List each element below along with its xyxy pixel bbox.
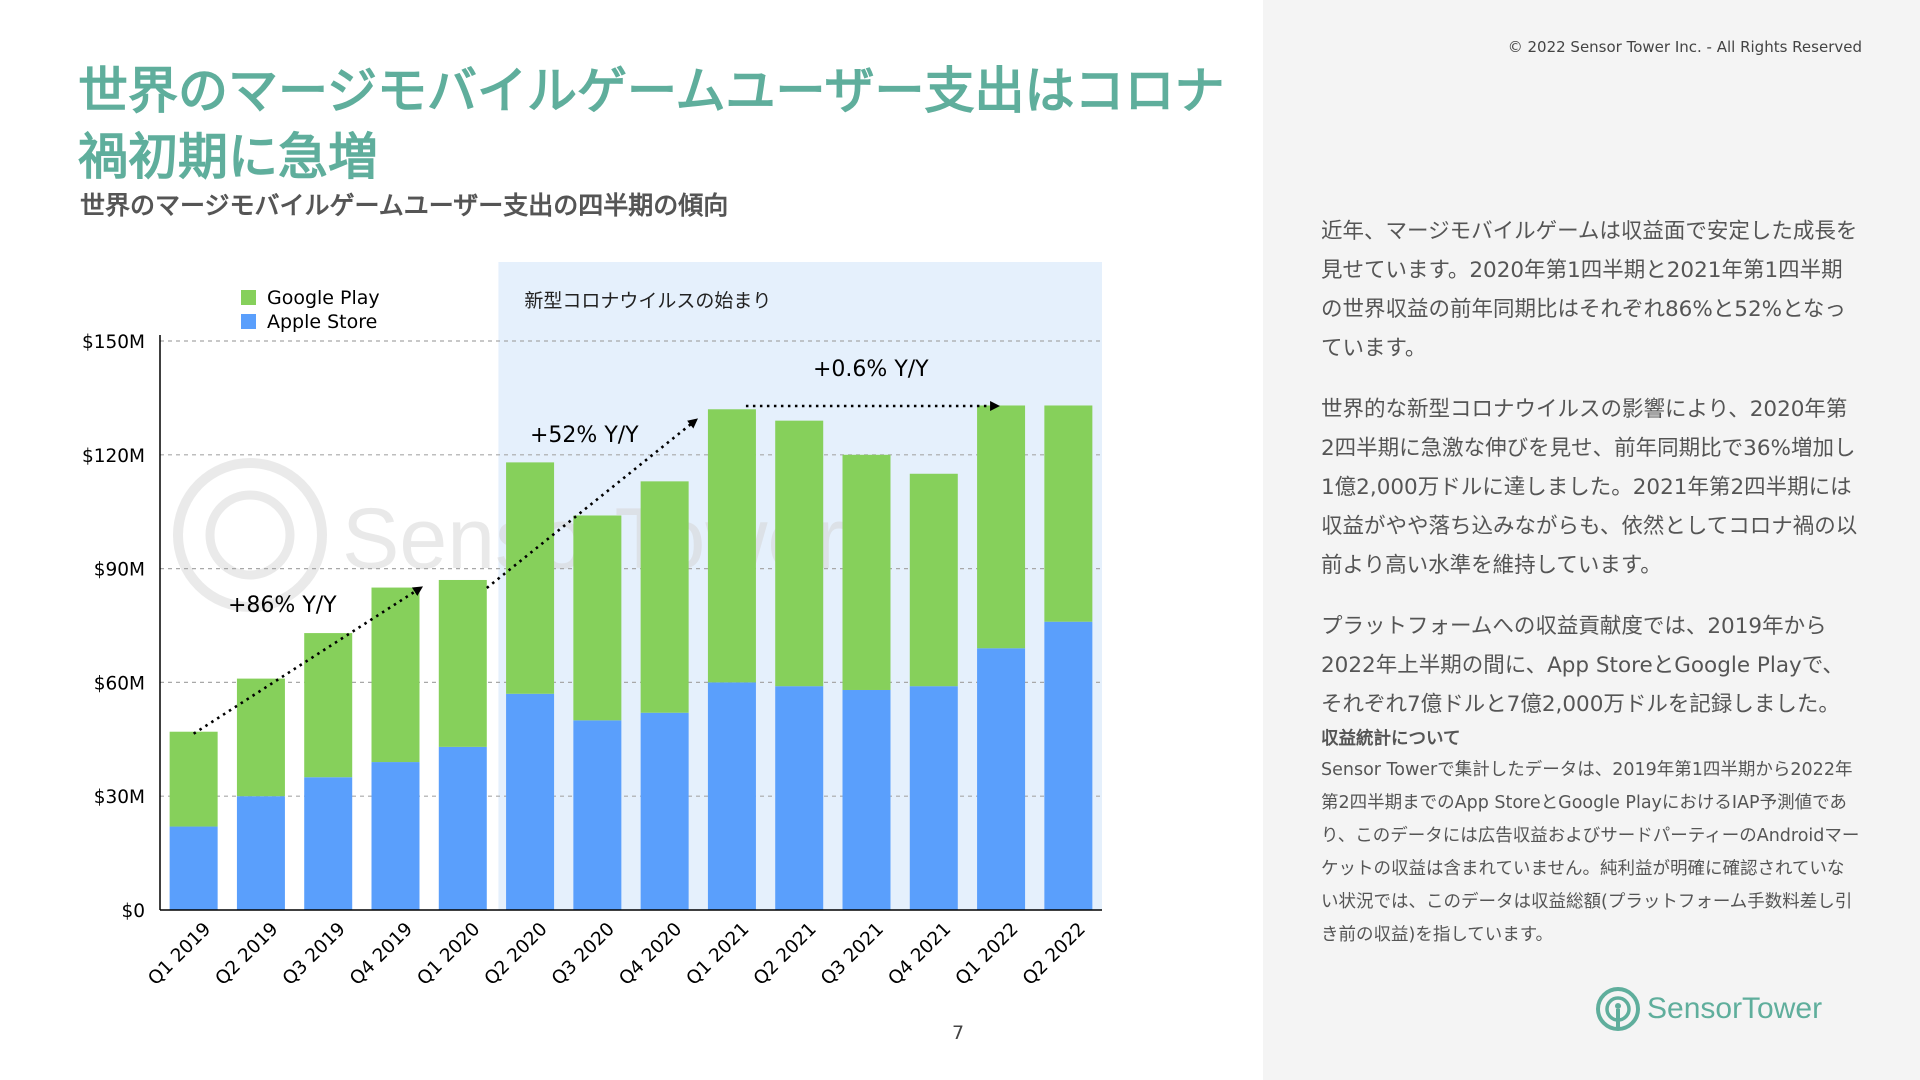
x-tick-label: Q3 2019: [279, 919, 350, 990]
watermark-logo-icon: [173, 458, 327, 612]
covid-region-label: 新型コロナウイルスの始まり: [524, 290, 771, 312]
bar-google-play: [438, 579, 487, 747]
x-tick-label: Q2 2022: [1019, 919, 1090, 990]
commentary-paragraph: 世界的な新型コロナウイルスの影響により、2020年第2四半期に急激な伸びを見せ、…: [1321, 397, 1858, 578]
bar-google-play: [169, 731, 218, 827]
bar-apple-store: [909, 686, 958, 910]
legend-label-apple-store: Apple Store: [267, 311, 377, 333]
yoy-label: +52% Y/Y: [530, 423, 639, 448]
legend-label-google-play: Google Play: [267, 287, 380, 309]
bar-apple-store: [506, 693, 555, 910]
bar-google-play: [775, 420, 824, 687]
bar-apple-store: [842, 689, 891, 910]
page-title: 世界のマージモバイルゲームユーザー支出はコロナ禍初期に急増: [78, 62, 1225, 186]
commentary-paragraph: 近年、マージモバイルゲームは収益面で安定した成長を見せています。2020年第1四…: [1321, 219, 1858, 361]
yoy-label: +86% Y/Y: [228, 593, 337, 618]
bar-google-play: [506, 462, 555, 694]
bar-google-play: [640, 481, 689, 713]
bar-apple-store: [707, 682, 756, 910]
y-tick-label: $90M: [94, 560, 145, 581]
x-tick-label: Q2 2019: [212, 919, 283, 990]
x-tick-label: Q4 2021: [884, 919, 955, 990]
brand-name: SensorTower: [1647, 992, 1823, 1025]
yoy-arrow: [192, 586, 424, 735]
x-tick-label: Q2 2020: [481, 919, 552, 990]
watermark-logo-inner: [205, 490, 295, 580]
revenue-chart: 新型コロナウイルスの始まり SensorTower $0$30M$60M$90M…: [82, 262, 1102, 990]
x-tick-label: Q4 2019: [346, 919, 417, 990]
copyright-notice: © 2022 Sensor Tower Inc. - All Rights Re…: [1507, 38, 1862, 56]
legend-swatch-apple-store: [241, 314, 256, 329]
x-tick-label: Q4 2020: [615, 919, 686, 990]
bar-apple-store: [304, 777, 353, 910]
x-tick-label: Q1 2019: [144, 919, 215, 990]
y-tick-label: $30M: [94, 787, 145, 808]
bar-google-play: [304, 633, 353, 778]
bar-apple-store: [640, 712, 689, 910]
page-number: 7: [952, 1022, 965, 1044]
bar-google-play: [236, 678, 285, 797]
yoy-arrow: [485, 418, 698, 589]
bar-apple-store: [977, 648, 1026, 910]
revenue-note-body: Sensor Towerで集計したデータは、2019年第1四半期から2022年第…: [1321, 760, 1860, 945]
bar-google-play: [909, 473, 958, 687]
x-tick-label: Q3 2021: [817, 919, 888, 990]
bar-google-play: [1044, 405, 1093, 622]
x-tick-label: Q1 2021: [683, 919, 754, 990]
yoy-label: +0.6% Y/Y: [813, 357, 929, 382]
chart-subtitle: 世界のマージモバイルゲームユーザー支出の四半期の傾向: [80, 191, 729, 220]
bar-apple-store: [371, 762, 420, 910]
x-tick-label: Q3 2020: [548, 919, 619, 990]
legend-swatch-google-play: [241, 290, 256, 305]
sensor-tower-logo-icon: [1596, 987, 1640, 1031]
brand-logo: SensorTower: [1595, 986, 1822, 1032]
x-tick-label: Q1 2020: [413, 919, 484, 990]
bar-apple-store: [438, 746, 487, 910]
commentary-text: 近年、マージモバイルゲームは収益面で安定した成長を見せています。2020年第1四…: [1321, 212, 1861, 952]
revenue-note-heading: 収益統計について: [1321, 729, 1461, 749]
bar-google-play: [977, 405, 1026, 649]
bar-google-play: [371, 587, 420, 763]
x-tick-label: Q1 2022: [952, 919, 1023, 990]
bar-google-play: [842, 454, 891, 690]
bar-apple-store: [573, 720, 622, 910]
bar-apple-store: [169, 826, 218, 910]
commentary-paragraph: プラットフォームへの収益貢献度では、2019年から2022年上半期の間に、App…: [1321, 614, 1844, 717]
x-tick-label: Q2 2021: [750, 919, 821, 990]
y-tick-label: $60M: [94, 673, 145, 694]
bar-google-play: [573, 515, 622, 721]
y-tick-label: $0: [121, 901, 145, 922]
bar-apple-store: [1044, 621, 1093, 910]
y-tick-label: $150M: [82, 332, 145, 353]
bar-apple-store: [236, 796, 285, 910]
y-tick-label: $120M: [82, 446, 145, 467]
bar-apple-store: [775, 686, 824, 910]
commentary-panel: © 2022 Sensor Tower Inc. - All Rights Re…: [1263, 0, 1920, 1080]
bar-google-play: [707, 409, 756, 683]
